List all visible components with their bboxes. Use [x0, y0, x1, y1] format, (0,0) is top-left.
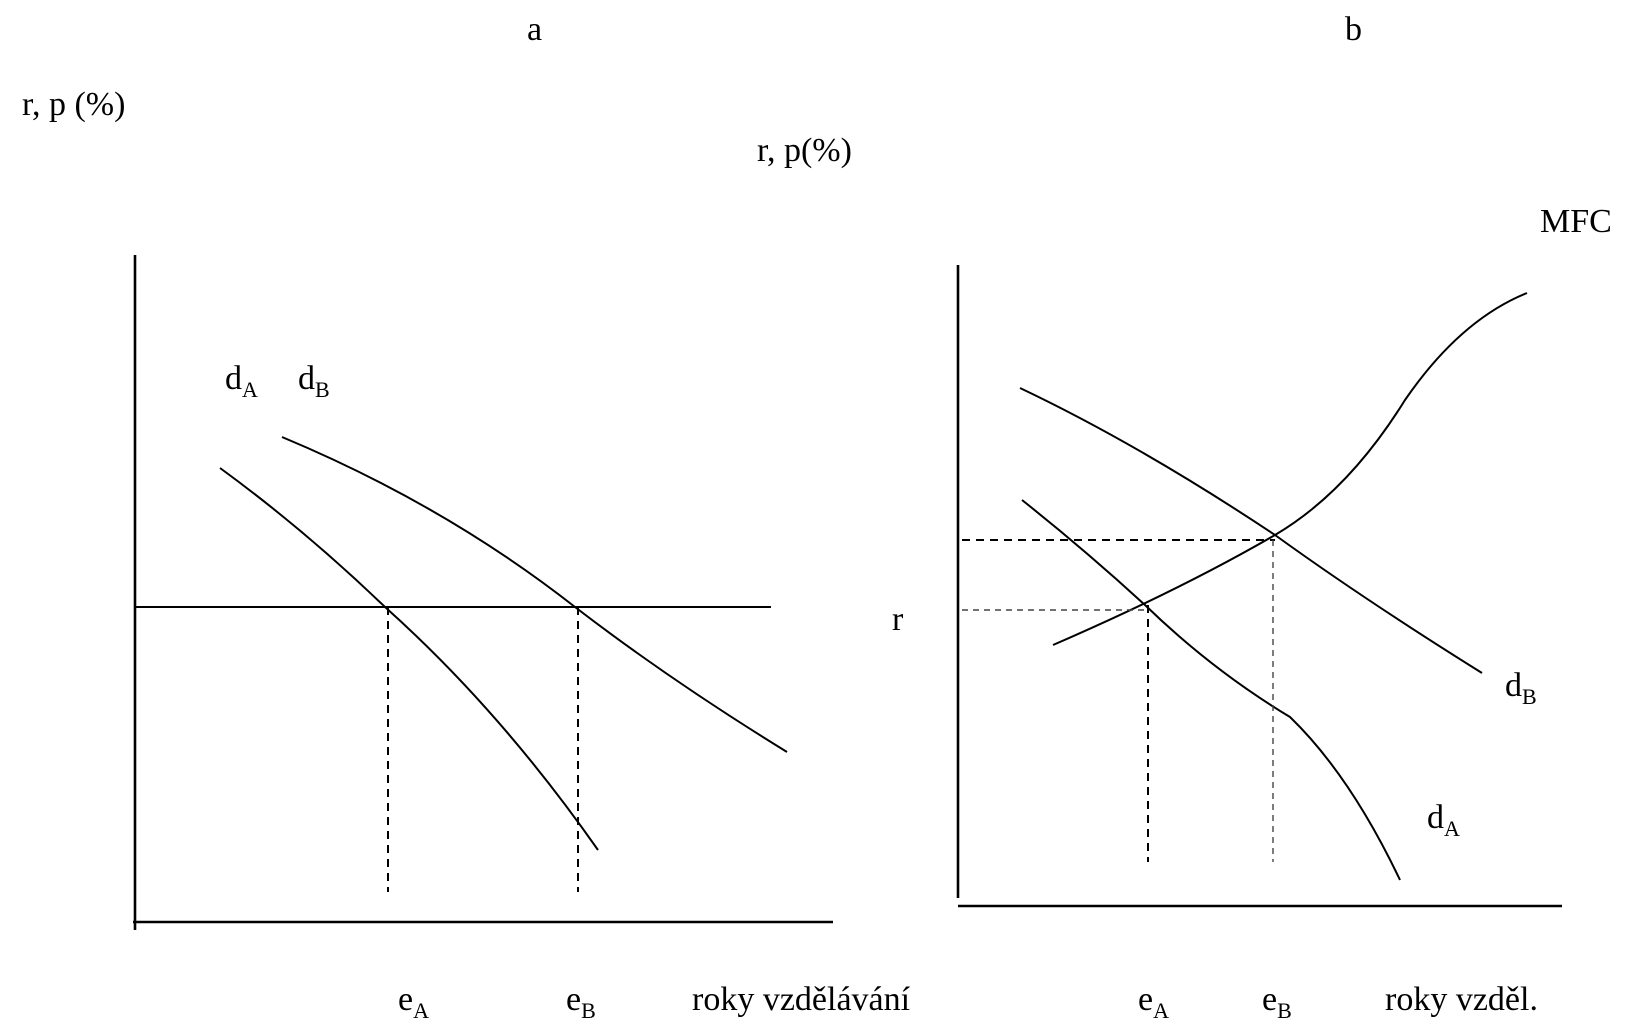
panel-a-x-axis-label: roky vzdělávání [692, 981, 911, 1018]
panel-a-y-axis-label: r, p (%) [22, 86, 125, 123]
svg-text:dA: dA [225, 360, 258, 402]
panel-b-tick-eA: eA [1138, 981, 1169, 1023]
panel-a-title: a [527, 11, 542, 48]
panel-b-y-axis-label: r, p(%) [757, 132, 852, 169]
panel-a-label-dB: dB [298, 360, 330, 402]
panel-a-label-dA: dA [225, 360, 258, 402]
panel-b-label-dB: dB [1505, 667, 1537, 709]
panel-a-tick-eB: eB [566, 981, 596, 1023]
panel-a-curve-dA [219, 467, 599, 851]
svg-text:dB: dB [298, 360, 330, 402]
panel-b-curve-dB [1019, 387, 1483, 674]
svg-text:eA: eA [1138, 981, 1169, 1023]
svg-text:eB: eB [1262, 981, 1292, 1023]
panel-a-tick-eA: eA [398, 981, 429, 1023]
panel-b-curve-dA [1021, 499, 1401, 881]
svg-text:eB: eB [566, 981, 596, 1023]
panel-b: b r, p(%) MFC r dB dA eA eB roky vzděl. [757, 11, 1612, 1023]
svg-text:dA: dA [1427, 799, 1460, 841]
svg-text:eA: eA [398, 981, 429, 1023]
panel-b-x-axis-label: roky vzděl. [1385, 981, 1538, 1018]
panel-b-title: b [1345, 11, 1362, 48]
svg-text:dB: dB [1505, 667, 1537, 709]
panel-b-tick-eB: eB [1262, 981, 1292, 1023]
panel-b-label-dA: dA [1427, 799, 1460, 841]
panel-b-curve-mfc [1052, 292, 1528, 646]
panel-b-mfc-label: MFC [1540, 203, 1612, 240]
panel-b-r-label: r [892, 601, 904, 638]
panel-a: a r, p (%) dA dB eA eB roky vzdělávání [22, 11, 911, 1023]
panel-a-curve-dB [281, 436, 788, 753]
